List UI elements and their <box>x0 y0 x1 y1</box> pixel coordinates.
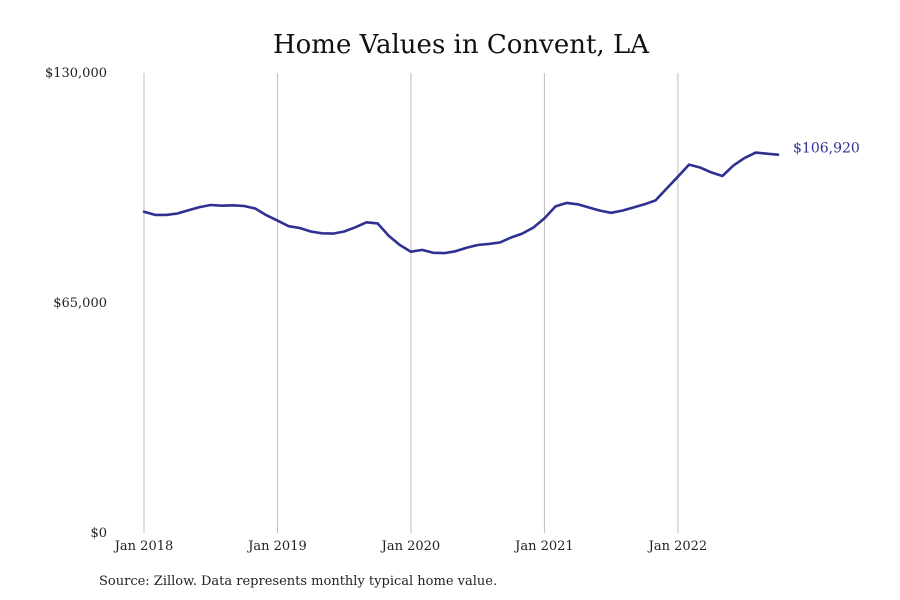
y-tick-label: $130,000 <box>45 66 107 81</box>
y-tick-label: $65,000 <box>53 296 107 311</box>
y-tick-label: $0 <box>90 526 107 541</box>
vertical-gridlines <box>143 73 679 533</box>
x-tick-label: Jan 2020 <box>380 539 441 554</box>
source-note: Source: Zillow. Data represents monthly … <box>99 574 497 589</box>
x-tick-label: Jan 2019 <box>246 539 307 554</box>
latest-value-label: $106,920 <box>793 141 860 157</box>
y-axis-tick-labels: $0 $65,000 $130,000 <box>45 66 107 541</box>
x-axis-tick-labels: Jan 2018 Jan 2019 Jan 2020 Jan 2021 Jan 2022 <box>113 539 707 554</box>
x-tick-label: Jan 2022 <box>647 539 708 554</box>
chart-title: Home Values in Convent, LA <box>273 30 650 60</box>
home-value-series-line <box>142 151 780 255</box>
x-tick-label: Jan 2018 <box>113 539 174 554</box>
x-tick-label: Jan 2021 <box>513 539 574 554</box>
